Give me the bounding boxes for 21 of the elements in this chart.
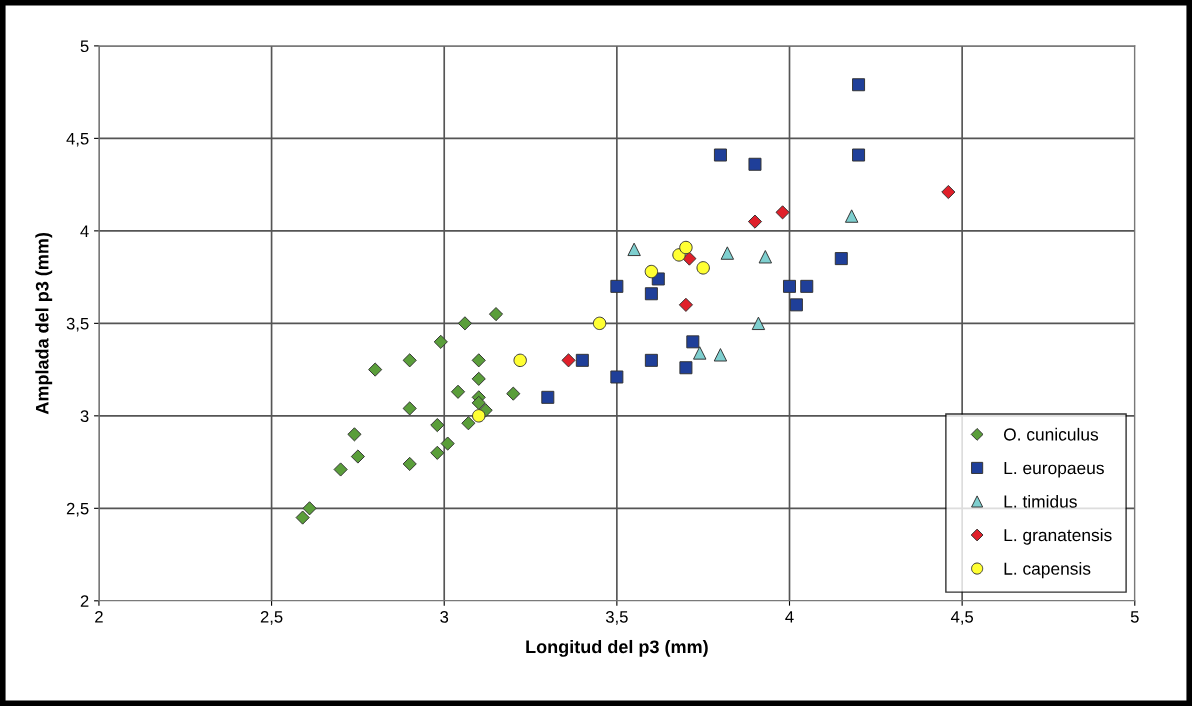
y-tick-label: 4: [80, 225, 89, 237]
x-tick-label: 4,5: [950, 611, 974, 625]
legend-label: O. cuniculus: [1003, 427, 1099, 441]
x-tick-label: 2: [95, 610, 103, 623]
y-tick-label: 2: [80, 595, 89, 607]
legend-label: L. europaeus: [1004, 462, 1104, 478]
legend-label: L. capensis: [1004, 562, 1091, 579]
x-axis-title: Longitud del p3 (mm): [526, 639, 708, 657]
y-tick-label: 2,5: [66, 502, 89, 517]
y-tick-label: 3,5: [66, 317, 89, 332]
x-tick-label: 3: [440, 610, 449, 623]
x-tick-label: 2,5: [260, 610, 283, 625]
x-tick-label: 4: [785, 611, 794, 623]
y-tick-label: 3: [80, 410, 89, 423]
x-tick-label: 3,5: [605, 610, 628, 625]
legend-label: L. granatensis: [1004, 528, 1112, 545]
y-tick-label: 5: [80, 40, 89, 53]
legend-label: L. timidus: [1004, 494, 1077, 508]
y-tick-label: 4,5: [66, 132, 89, 147]
y-axis-title: Amplada del p3 (mm): [35, 232, 53, 415]
x-tick-label: 5: [1130, 611, 1139, 623]
